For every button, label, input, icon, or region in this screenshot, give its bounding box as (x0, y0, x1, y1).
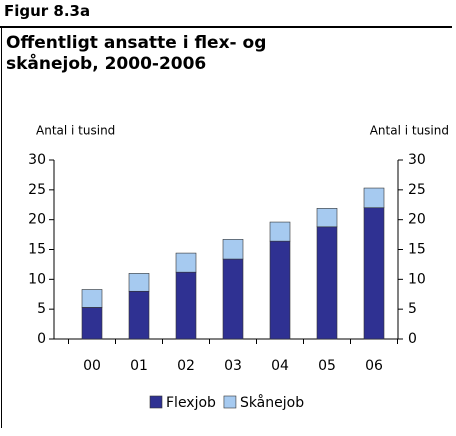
y2-tick-label: 0 (408, 331, 417, 347)
y2-tick-label: 25 (408, 182, 426, 198)
y2-tick-label: 20 (408, 212, 426, 228)
y-tick-label: 15 (28, 242, 46, 258)
x-tick-label: 02 (177, 358, 195, 374)
bar-segment (269, 221, 291, 242)
x-tick-label: 06 (365, 358, 383, 374)
bar-segment (81, 289, 103, 308)
y-tick-label: 25 (28, 182, 46, 198)
header-rule (0, 26, 452, 28)
x-tick-label: 05 (318, 358, 336, 374)
legend-swatch (223, 395, 237, 409)
y-tick-label: 30 (28, 152, 46, 168)
legend-swatch (149, 395, 163, 409)
chart-title: Offentligt ansatte i flex- og skånejob, … (6, 33, 267, 74)
bar-segment (128, 273, 150, 292)
bar-segment (269, 240, 291, 340)
figure-label: Figur 8.3a (4, 2, 91, 20)
y2-tick-label: 15 (408, 242, 426, 258)
bar-segment (81, 307, 103, 340)
legend-label: Flexjob (166, 395, 216, 411)
bar-segment (175, 271, 197, 340)
legend-label: Skånejob (240, 394, 304, 411)
x-tick-label: 01 (130, 358, 148, 374)
y-tick-label: 5 (37, 301, 46, 317)
bar-segment (363, 207, 385, 340)
y2-tick-label: 5 (408, 301, 417, 317)
x-tick-label: 00 (83, 358, 101, 374)
y-axis-label: Antal i tusind (36, 124, 115, 138)
y-tick-label: 10 (28, 271, 46, 287)
y-tick-label: 20 (28, 212, 46, 228)
bar-segment (175, 252, 197, 273)
bar-segment (363, 187, 385, 209)
x-tick-label: 04 (271, 358, 289, 374)
x-tick-label: 03 (224, 358, 242, 374)
y2-axis-label: Antal i tusind (370, 124, 449, 138)
bar-segment (128, 290, 150, 340)
bar-segment (222, 239, 244, 260)
y2-tick-label: 10 (408, 271, 426, 287)
y-tick-label: 0 (37, 331, 46, 347)
bar-segment (222, 258, 244, 340)
y2-tick-label: 30 (408, 152, 426, 168)
bar-segment (316, 208, 338, 228)
side-rule (1, 28, 2, 428)
bar-segment (316, 226, 338, 340)
